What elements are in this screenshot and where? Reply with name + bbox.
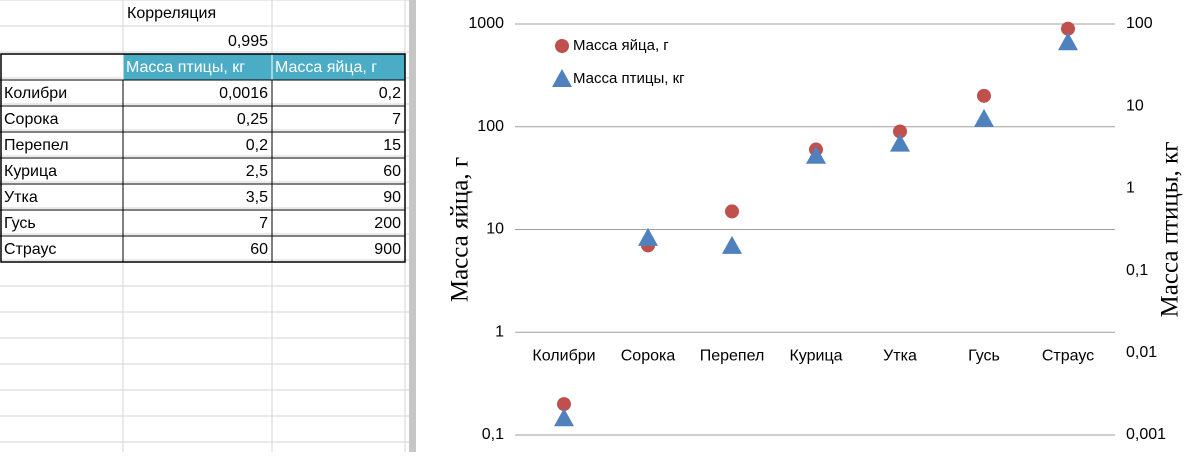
cell: 60 <box>250 241 268 258</box>
cell: 7 <box>259 215 268 232</box>
cell: Страус <box>4 241 56 258</box>
triangle-marker <box>638 227 658 246</box>
cell: Перепел <box>4 137 69 154</box>
cell: Сорока <box>4 111 59 128</box>
cell: 0,25 <box>237 111 268 128</box>
y2-tick-label: 10 <box>1126 97 1144 114</box>
y-tick-label: 100 <box>477 118 504 135</box>
circle-marker <box>893 124 907 139</box>
x-tick-label: Перепел <box>700 347 765 364</box>
cell: 0,2 <box>379 85 401 102</box>
x-tick-label: Утка <box>883 347 917 364</box>
header-text: Масса птицы, кг <box>126 59 245 76</box>
x-tick-label: Гусь <box>968 347 1000 364</box>
y2-tick-label: 0,01 <box>1126 344 1157 361</box>
table-border <box>0 53 406 263</box>
legend-label: Масса яйца, г <box>573 37 669 54</box>
y-tick-label: 10 <box>486 221 504 238</box>
y2-axis-title: Масса птицы, кг <box>1157 142 1184 318</box>
y2-tick-label: 0,001 <box>1126 426 1166 443</box>
x-tick-label: Курица <box>789 347 842 364</box>
x-tick-label: Сорока <box>621 347 676 364</box>
y-tick-label: 0,1 <box>482 426 504 443</box>
pane-divider <box>409 0 416 452</box>
y-tick-label: 1 <box>495 323 504 340</box>
header-text: Масса яйца, г <box>275 59 377 76</box>
triangle-marker <box>1058 32 1078 51</box>
cell: 90 <box>383 189 401 206</box>
triangle-marker <box>974 108 994 127</box>
cell: 0,0016 <box>219 85 268 102</box>
cell: 0,2 <box>246 137 268 154</box>
y2-tick-label: 0,1 <box>1126 262 1148 279</box>
legend-marker <box>552 69 572 87</box>
legend-marker <box>555 39 569 53</box>
y-tick-label: 1000 <box>468 15 504 32</box>
x-tick-label: Колибри <box>532 347 595 364</box>
cell: Курица <box>4 163 57 180</box>
cell: Гусь <box>4 215 36 232</box>
cell: 15 <box>383 137 401 154</box>
cell: 3,5 <box>246 189 268 206</box>
cell: 2,5 <box>246 163 268 180</box>
circle-marker <box>557 397 571 412</box>
triangle-marker <box>554 408 574 427</box>
legend-label: Масса птицы, кг <box>573 70 685 87</box>
cell: 0,995 <box>228 33 268 50</box>
cell: Корреляция <box>127 5 216 22</box>
cell: 60 <box>383 163 401 180</box>
triangle-marker <box>890 133 910 152</box>
cell: Колибри <box>4 85 67 102</box>
cell: 7 <box>392 111 401 128</box>
cell: 200 <box>374 215 401 232</box>
spreadsheet: Корреляция 0,995 Масса птицы, кг Масса яйца… <box>0 0 409 452</box>
circle-marker <box>977 88 991 103</box>
triangle-marker <box>806 145 826 164</box>
x-tick-label: Страус <box>1042 347 1094 364</box>
y2-tick-label: 1 <box>1126 180 1135 197</box>
chart: 0,1 1 10 100 1000 0,001 0,01 0,1 1 10 100 Колибри Со… <box>447 15 1184 443</box>
circle-marker <box>1061 21 1075 36</box>
y-axis-title: Масса яйца, г <box>447 157 474 302</box>
triangle-marker <box>722 235 742 254</box>
cell: 900 <box>374 241 401 258</box>
circle-marker <box>725 204 739 219</box>
y2-tick-label: 100 <box>1126 15 1153 32</box>
cell: Утка <box>4 189 38 206</box>
